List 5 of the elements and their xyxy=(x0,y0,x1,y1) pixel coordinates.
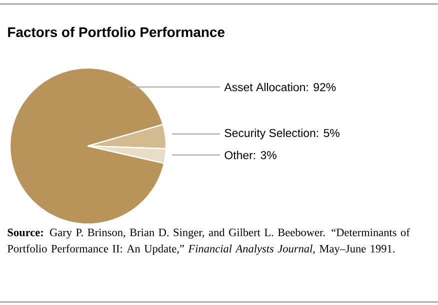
text: Source: Gary P. Brinson, Brian D. Singer, and Gilbert L. Beebower. “Determinants of Portfolio Performance II: An Update,” Financial Analysts Journal, May–June 1991. xyxy=(8,228,410,255)
slice-label: Asset Allocation: 92% xyxy=(224,82,336,92)
slice-label: Security Selection: 5% xyxy=(224,128,340,140)
chart-title: Factors of Portfolio Performance xyxy=(8,26,224,38)
slice-label: Other: 3% xyxy=(224,150,276,160)
